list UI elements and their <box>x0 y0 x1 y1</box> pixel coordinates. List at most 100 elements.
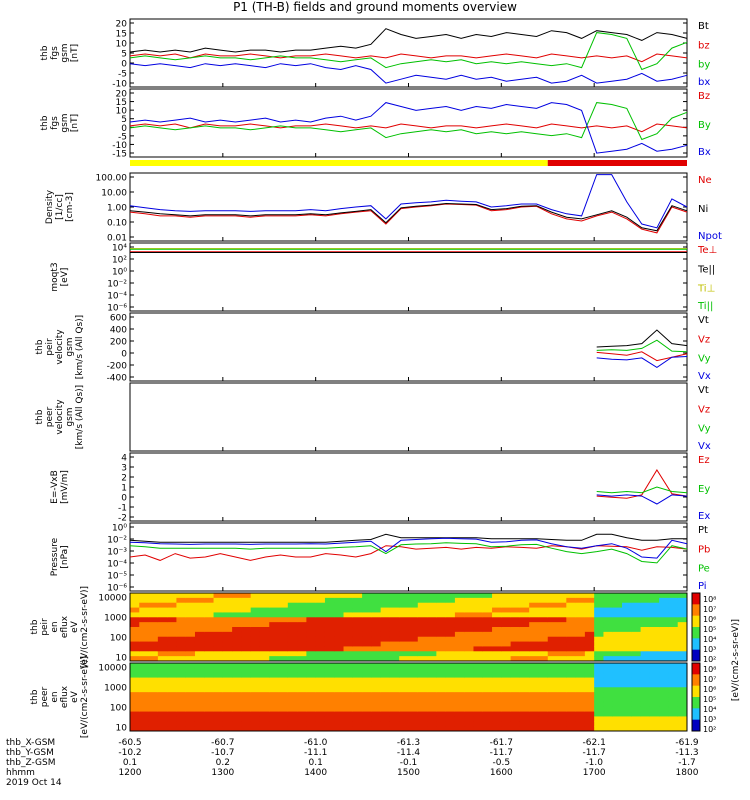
series-line-Npot <box>129 174 688 229</box>
heatmap-cell <box>464 612 474 618</box>
heatmap-cell <box>612 687 623 693</box>
heatmap-cell <box>259 656 270 662</box>
heatmap-cell <box>454 593 465 599</box>
heatmap-cell <box>232 597 242 604</box>
y-tick-label: 10 <box>116 654 128 664</box>
heatmap-cell <box>631 687 642 693</box>
heatmap-cell <box>482 687 493 693</box>
heatmap-cell <box>427 726 437 732</box>
heatmap-cell <box>250 641 261 647</box>
heatmap-cell <box>445 692 456 698</box>
heatmap-cell <box>259 687 270 693</box>
heatmap-cell <box>464 602 474 609</box>
heatmap-cell <box>139 593 150 599</box>
heatmap-cell <box>194 636 205 643</box>
heatmap-cell <box>464 593 474 599</box>
heatmap-cell <box>436 641 447 647</box>
legend-label-Ti||: Ti|| <box>697 301 713 312</box>
heatmap-cell <box>519 607 530 613</box>
heatmap-cell <box>130 692 140 698</box>
time-axis-value: 1400 <box>304 768 327 778</box>
heatmap-cell <box>603 706 614 713</box>
heatmap-cell <box>575 687 586 693</box>
heatmap-cell <box>427 701 437 708</box>
time-axis-value: -11.3 <box>675 748 698 758</box>
heatmap-cell <box>306 593 317 599</box>
time-axis-value: -1.0 <box>585 758 603 768</box>
heatmap-cell <box>445 612 456 618</box>
heatmap-cell <box>362 656 372 662</box>
heatmap-cell <box>603 617 614 623</box>
heatmap-cell <box>371 721 382 727</box>
legend-label-Pb: Pb <box>698 544 710 555</box>
heatmap-cell <box>176 602 187 609</box>
heatmap-cell <box>371 663 382 669</box>
heatmap-cell <box>232 667 242 674</box>
heatmap-cell <box>139 617 150 623</box>
heatmap-cell <box>445 672 456 679</box>
heatmap-cell <box>157 636 168 643</box>
heatmap-cell <box>436 651 447 657</box>
heatmap-cell <box>557 636 567 643</box>
heatmap-cell <box>380 641 391 647</box>
heatmap-cell <box>278 672 289 679</box>
heatmap-cell <box>194 706 205 713</box>
heatmap-cell <box>269 706 280 713</box>
heatmap-cell <box>204 726 215 732</box>
colorbar-tick-label: 10⁶ <box>703 685 716 694</box>
heatmap-cell <box>278 716 289 722</box>
heatmap-cell <box>631 617 642 623</box>
heatmap-cell <box>194 617 205 623</box>
y-axis-label: eflux <box>60 615 70 638</box>
heatmap-cell <box>445 677 456 683</box>
heatmap-cell <box>677 721 688 727</box>
heatmap-cell <box>557 692 567 698</box>
heatmap-cell <box>492 672 502 679</box>
heatmap-cell <box>622 617 632 623</box>
y-tick-label: 0 <box>121 60 127 70</box>
heatmap-cell <box>603 677 614 683</box>
heatmap-cell <box>594 711 604 717</box>
y-tick-label: -1 <box>118 504 127 514</box>
heatmap-cell <box>677 711 688 717</box>
heatmap-cell <box>603 716 614 722</box>
heatmap-cell <box>547 636 558 643</box>
heatmap-cell <box>157 711 168 717</box>
heatmap-cell <box>204 663 215 669</box>
heatmap-cell <box>464 617 474 623</box>
heatmap-cell <box>167 687 177 693</box>
y-tick-label: 10⁰ <box>112 524 127 534</box>
heatmap-cell <box>222 597 233 604</box>
y-axis-label: [km/s (All Qs)] <box>75 385 85 449</box>
heatmap-cell <box>343 622 354 628</box>
heatmap-cell <box>575 672 586 679</box>
heatmap-cell <box>185 663 196 669</box>
heatmap-cell <box>408 607 419 613</box>
heatmap-cell <box>352 711 363 717</box>
heatmap-cell <box>464 711 474 717</box>
heatmap-cell <box>278 697 289 703</box>
colorbar-tick-label: 10⁵ <box>703 695 716 704</box>
mode-bar-slow-survey <box>130 160 548 166</box>
heatmap-cell <box>278 627 289 633</box>
heatmap-cell <box>213 706 224 713</box>
heatmap-cell <box>492 602 502 609</box>
heatmap-cell <box>622 656 632 662</box>
heatmap-cell <box>130 663 140 669</box>
heatmap-cell <box>222 692 233 698</box>
heatmap-cell <box>677 697 688 703</box>
heatmap-cell <box>194 716 205 722</box>
heatmap-cell <box>575 697 586 703</box>
heatmap-cell <box>454 697 465 703</box>
heatmap-cell <box>371 617 382 623</box>
y-axis-label: moqt3 <box>50 262 60 291</box>
heatmap-cell <box>130 711 140 717</box>
heatmap-cell <box>334 692 345 698</box>
heatmap-cell <box>659 656 669 662</box>
heatmap-cell <box>436 656 447 662</box>
heatmap-cell <box>566 627 577 633</box>
heatmap-cell <box>668 677 679 683</box>
heatmap-cell <box>399 667 409 674</box>
heatmap-cell <box>139 656 150 662</box>
heatmap-cell <box>594 721 604 727</box>
